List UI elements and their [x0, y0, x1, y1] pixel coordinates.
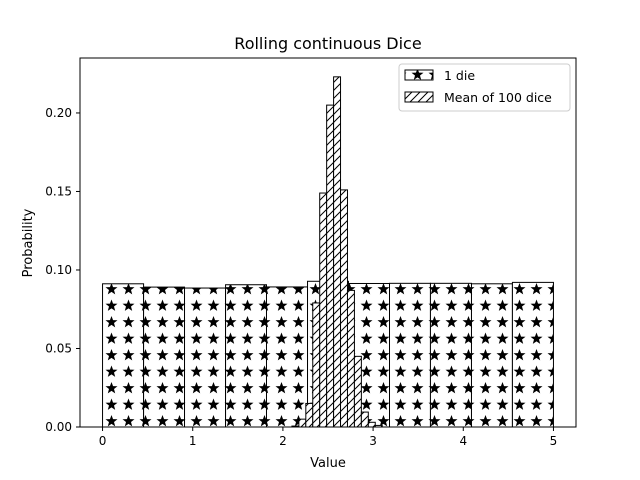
mean-dice-bar-3 — [312, 302, 321, 428]
plot-frame — [79, 57, 577, 428]
x-tick-label: 5 — [550, 434, 558, 448]
one-die-bar-9 — [470, 283, 513, 428]
one-die-bar-4 — [265, 286, 309, 428]
y-tick-label: 0.00 — [45, 420, 72, 434]
one-die-bar-0 — [102, 283, 145, 428]
mean-dice-bar-1 — [298, 418, 307, 428]
legend-label-one-die: 1 die — [444, 68, 475, 83]
x-tick-label: 4 — [459, 434, 467, 448]
chart-title: Rolling continuous Dice — [234, 34, 421, 53]
one-die-bar-3 — [225, 284, 267, 428]
x-tick-label: 2 — [279, 434, 287, 448]
y-tick-label: 0.15 — [45, 184, 72, 198]
mean-dice-bar-10 — [360, 411, 369, 428]
one-die-bar-8 — [429, 282, 472, 428]
series-layer — [102, 76, 554, 428]
one-die-bar-7 — [389, 282, 431, 428]
mean-dice-bar-2 — [305, 402, 314, 428]
x-axis-label: Value — [310, 456, 346, 471]
legend-swatch-mean-100-dice — [404, 91, 434, 103]
mean-dice-bar-11 — [367, 421, 376, 428]
one-die-bar-1 — [143, 286, 186, 428]
y-axis: 0.00 0.05 0.10 0.15 0.20 — [45, 106, 80, 434]
x-tick-label: 1 — [189, 434, 197, 448]
y-tick-label: 0.10 — [45, 263, 72, 277]
x-tick-label: 3 — [369, 434, 377, 448]
mean-dice-bar-4 — [319, 192, 328, 428]
x-tick-label: 0 — [99, 434, 107, 448]
mean-dice-bar-5 — [326, 104, 335, 428]
mean-dice-bar-7 — [340, 189, 348, 428]
y-axis-label: Probability — [21, 208, 36, 277]
x-axis: 0 1 2 3 4 5 — [99, 427, 558, 448]
legend-swatch-one-die — [404, 69, 434, 81]
mean-dice-bar-9 — [353, 355, 362, 428]
one-die-bar-2 — [184, 287, 227, 428]
y-tick-label: 0.05 — [45, 341, 72, 355]
mean-dice-bar-6 — [333, 76, 342, 428]
legend-label-mean-100-dice: Mean of 100 dice — [444, 90, 552, 105]
legend-box — [398, 63, 571, 112]
y-tick-label: 0.20 — [45, 106, 72, 120]
mean-dice-bar-8 — [346, 289, 355, 428]
series-1 — [291, 76, 383, 428]
one-die-bar-10 — [511, 281, 554, 428]
legend: 1 die Mean of 100 dice — [398, 63, 571, 112]
